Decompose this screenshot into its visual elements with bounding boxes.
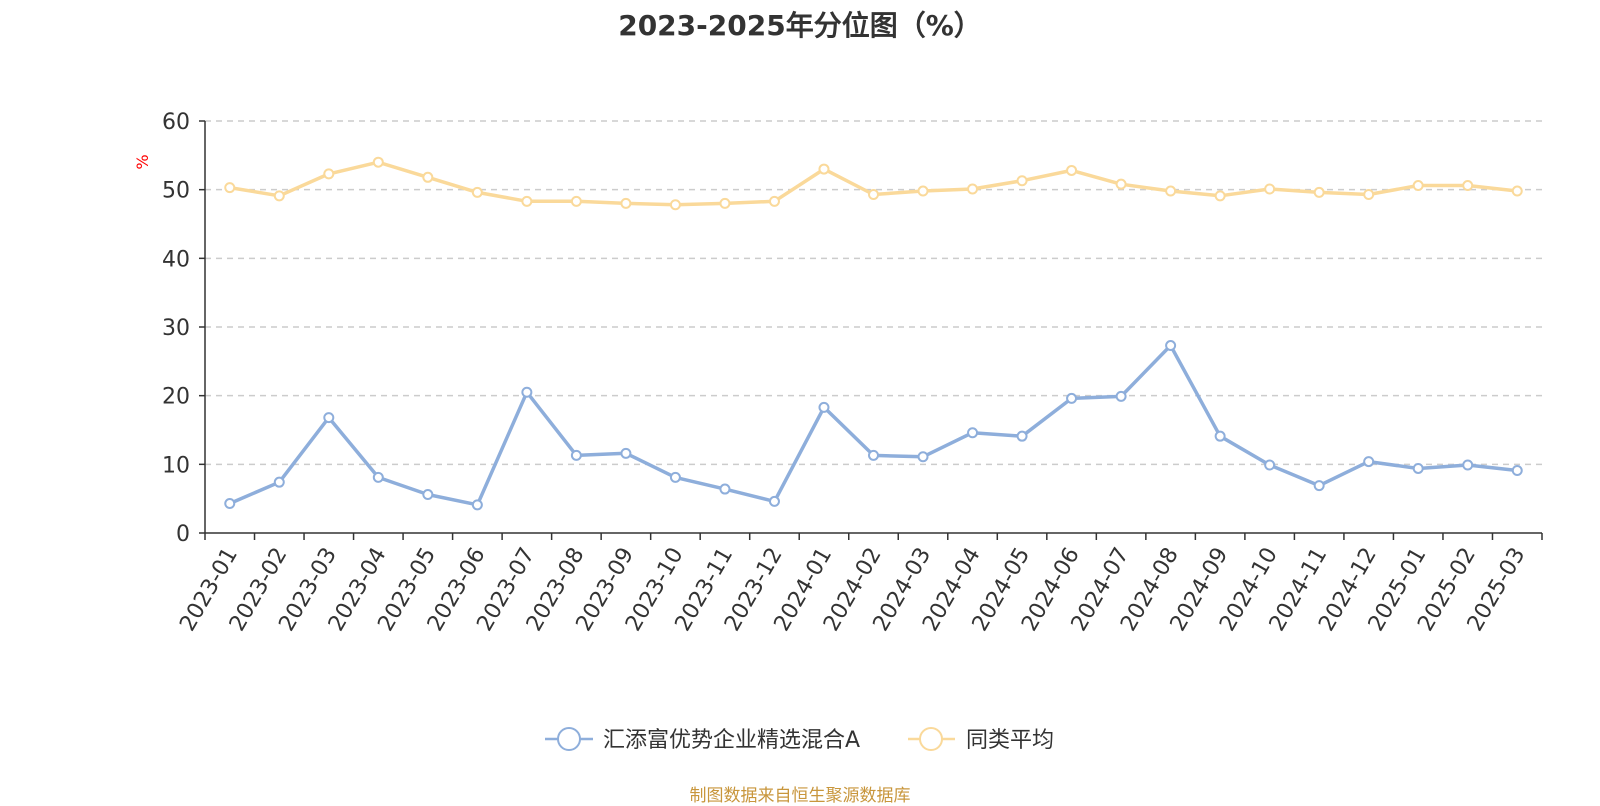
data-point[interactable] (1511, 185, 1523, 197)
data-point[interactable] (868, 449, 879, 461)
data-point[interactable] (967, 183, 979, 195)
y-axis-label: % (133, 154, 152, 169)
data-point[interactable] (224, 182, 236, 194)
data-point[interactable] (422, 171, 434, 183)
data-point[interactable] (521, 195, 533, 207)
y-tick-label: 50 (162, 179, 190, 204)
series-1 (224, 340, 1523, 511)
legend-marker (919, 727, 943, 751)
data-point[interactable] (273, 476, 285, 488)
data-point[interactable] (768, 495, 780, 507)
legend-marker (557, 727, 581, 751)
data-point[interactable] (917, 451, 929, 463)
data-point[interactable] (323, 168, 335, 180)
data-point[interactable] (570, 195, 582, 207)
data-point[interactable] (1363, 456, 1375, 468)
data-point[interactable] (521, 386, 533, 398)
legend-item[interactable]: 汇添富优势企业精选混合A (545, 727, 860, 753)
axes: 0102030405060%2023-012023-022023-032023-… (133, 110, 1543, 636)
data-point[interactable] (1214, 430, 1226, 442)
data-point[interactable] (372, 156, 384, 168)
data-point[interactable] (1264, 459, 1276, 471)
data-source-note: 制图数据来自恒生聚源数据库 (689, 786, 911, 806)
grid-lines (205, 120, 1542, 466)
data-point[interactable] (1313, 480, 1325, 492)
data-point[interactable] (868, 188, 879, 200)
data-point[interactable] (1016, 430, 1028, 442)
data-point[interactable] (669, 471, 681, 483)
data-point[interactable] (1412, 180, 1424, 192)
series-2 (224, 156, 1523, 211)
legend-label: 汇添富优势企业精选混合A (603, 728, 860, 753)
data-point[interactable] (1165, 185, 1177, 197)
data-point[interactable] (1214, 190, 1226, 202)
legend-label: 同类平均 (966, 728, 1054, 753)
y-tick-label: 0 (176, 522, 190, 547)
legend-item[interactable]: 同类平均 (908, 727, 1054, 753)
data-point[interactable] (372, 471, 384, 483)
data-point[interactable] (323, 412, 335, 424)
data-point[interactable] (1115, 390, 1127, 402)
data-point[interactable] (818, 163, 830, 175)
data-point[interactable] (1313, 186, 1325, 198)
data-point[interactable] (422, 489, 434, 501)
legend: 汇添富优势企业精选混合A 同类平均 (545, 727, 1054, 753)
data-point[interactable] (967, 427, 979, 439)
data-point[interactable] (1066, 164, 1078, 176)
y-tick-label: 20 (162, 385, 190, 410)
data-point[interactable] (669, 199, 681, 211)
data-point[interactable] (1115, 178, 1127, 190)
y-tick-label: 10 (162, 453, 190, 478)
data-point[interactable] (273, 190, 285, 202)
data-point[interactable] (719, 483, 731, 495)
data-point[interactable] (1066, 392, 1078, 404)
data-point[interactable] (1264, 183, 1276, 195)
data-point[interactable] (620, 197, 632, 209)
data-point[interactable] (1016, 175, 1028, 187)
data-point[interactable] (570, 449, 582, 461)
data-point[interactable] (1462, 180, 1474, 192)
data-point[interactable] (620, 447, 632, 459)
data-point[interactable] (1412, 462, 1424, 474)
y-tick-label: 40 (162, 247, 190, 272)
data-point[interactable] (818, 401, 830, 413)
data-point[interactable] (1165, 340, 1177, 352)
data-point[interactable] (1462, 459, 1474, 471)
data-point[interactable] (471, 186, 483, 198)
data-point[interactable] (471, 499, 483, 511)
y-tick-label: 60 (162, 110, 190, 135)
data-point[interactable] (917, 185, 929, 197)
data-point[interactable] (768, 195, 780, 207)
series-layer (224, 156, 1523, 511)
data-point[interactable] (1363, 188, 1375, 200)
y-tick-label: 30 (162, 316, 190, 341)
series-line (229, 343, 1518, 507)
data-point[interactable] (719, 197, 731, 209)
chart-title: 2023-2025年分位图（%） (618, 9, 982, 42)
data-point[interactable] (224, 497, 236, 509)
data-point[interactable] (1511, 465, 1523, 477)
